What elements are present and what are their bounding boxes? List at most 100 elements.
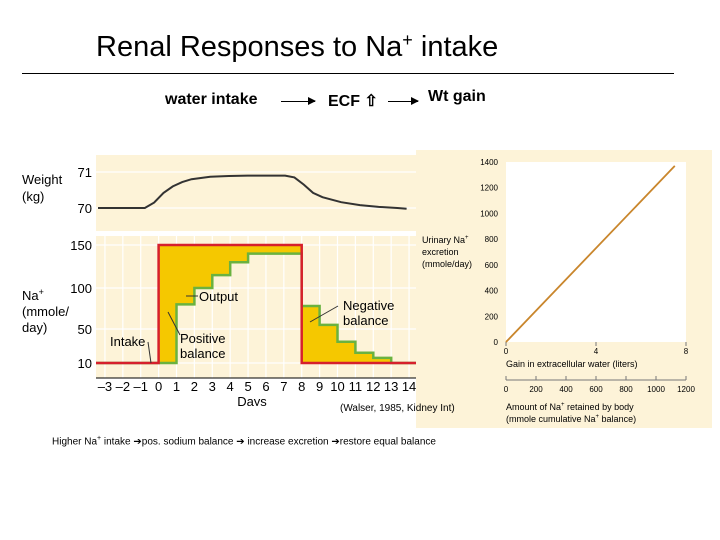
flow-arrow-2 — [388, 97, 419, 105]
sodium-xtick: 9 — [316, 379, 323, 394]
sodium-ylabel-1-sup: + — [39, 287, 44, 297]
title-divider — [22, 73, 674, 74]
sodium-ylabel-1-text: Na — [22, 288, 39, 303]
excretion-ytick: 200 — [485, 312, 499, 321]
sodium-xtick: 11 — [349, 379, 363, 394]
slide-title: Renal Responses to Na+ intake — [96, 30, 498, 64]
sodium-ytick: 150 — [70, 238, 92, 253]
excretion-ytick: 0 — [494, 338, 499, 347]
excretion-x2label-2: (mmole cumulative Na+ balance) — [506, 414, 636, 424]
excretion-x2tick: 1200 — [677, 385, 695, 394]
sodium-xtick: 7 — [280, 379, 287, 394]
sodium-xtick: 4 — [227, 379, 234, 394]
sodium-xtick: 13 — [384, 379, 398, 394]
x2label-2-tail: balance) — [599, 414, 636, 424]
note-part-4: increase excretion — [244, 436, 332, 448]
sodium-xlabel: Days — [237, 394, 267, 406]
right-arrow-icon: ➔ — [133, 436, 142, 448]
sodium-xtick: 8 — [298, 379, 305, 394]
sodium-ytick: 50 — [78, 322, 92, 337]
note-part-5: restore equal balance — [339, 436, 436, 448]
x2label-2-text: (mmole cumulative Na — [506, 414, 596, 424]
excretion-x2label-1: Amount of Na+ retained by body — [506, 402, 634, 412]
annotation-negative-1: Negative — [343, 298, 394, 313]
excretion-ylabel-1-text: Urinary Na — [422, 235, 465, 245]
annotation-positive-2: balance — [180, 346, 226, 361]
sodium-xtick: 2 — [191, 379, 198, 394]
excretion-series-line — [505, 165, 676, 343]
sodium-ytick: 10 — [78, 356, 92, 371]
x2label-1-tail: retained by body — [565, 402, 635, 412]
excretion-ylabel-1-sup: + — [465, 235, 469, 241]
weight-ylabel-2: (kg) — [22, 189, 44, 204]
title-main: Renal Responses to Na — [96, 31, 403, 63]
weight-series-line — [98, 174, 407, 210]
intake-series-line — [96, 243, 418, 365]
weight-panel-bg — [96, 155, 418, 231]
right-arrow-icon: ➔ — [331, 436, 340, 448]
excretion-ytick: 1400 — [480, 158, 498, 167]
sodium-xtick: –2 — [116, 379, 130, 394]
annotation-negative-2: balance — [343, 313, 389, 328]
citation: (Walser, 1985, Kidney Int) — [340, 403, 455, 414]
excretion-x2tick: 1000 — [647, 385, 665, 394]
x2label-1-sup: + — [561, 402, 565, 408]
excretion-xticks: 0 4 8 — [504, 342, 689, 356]
sodium-xtick: –1 — [133, 379, 147, 394]
renal-figure-left: Weight (kg) 71 70 Na+ (mmole/ day) 15010… — [22, 155, 418, 406]
sodium-ylabel-2: (mmole/ — [22, 304, 69, 319]
note-sup: + — [97, 435, 102, 442]
x2label-1-text: Amount of Na — [506, 402, 561, 412]
flow-water-intake: water intake — [165, 91, 258, 108]
sodium-xtick: 0 — [155, 379, 162, 394]
sodium-ylabel-3: day) — [22, 320, 47, 335]
excretion-ytick: 600 — [485, 261, 499, 270]
excretion-x2tick: 800 — [619, 385, 633, 394]
excretion-ytick: 800 — [485, 235, 499, 244]
sodium-xtick: 3 — [209, 379, 216, 394]
sodium-xtick: 6 — [262, 379, 269, 394]
weight-ytick: 71 — [78, 165, 92, 180]
sodium-xtick: 14 — [402, 379, 416, 394]
sodium-xtick: –3 — [98, 379, 112, 394]
note-part-1: Higher Na — [52, 436, 98, 448]
excretion-ytick: 400 — [485, 287, 499, 296]
flow-arrow-1 — [281, 97, 316, 105]
excretion-xtick: 0 — [504, 347, 509, 356]
excretion-ytick: 1000 — [480, 209, 498, 218]
excretion-x2tick: 600 — [589, 385, 603, 394]
excretion-xtick: 8 — [684, 347, 689, 356]
weight-ytick: 70 — [78, 201, 92, 216]
excretion-x2tick: 0 — [504, 385, 509, 394]
excretion-ylabel-3: (mmole/day) — [422, 259, 472, 269]
excretion-x2tick: 200 — [529, 385, 543, 394]
summary-note: Higher Na+ intake ➔pos. sodium balance ➔… — [52, 435, 436, 447]
excretion-x2ticks: 0 200 400 600 800 1000 1200 — [504, 376, 695, 394]
positive-leader — [167, 311, 181, 336]
excretion-xlabel: Gain in extracellular water (liters) — [506, 359, 638, 369]
sodium-xticks: –3 –2 –1 0 1 2 3 4 5 6 7 8 9 10 11 12 13 14 — [98, 379, 417, 394]
note-part-2: intake — [101, 436, 134, 448]
excretion-xtick: 4 — [594, 347, 599, 356]
sodium-xtick: 1 — [173, 379, 180, 394]
annotation-output: Output — [199, 289, 238, 304]
excretion-ylabel-1: Urinary Na+ — [422, 235, 469, 245]
excretion-yticks: 1400 1200 1000 800 600 400 200 0 — [480, 158, 498, 347]
excretion-ytick: 1200 — [480, 184, 498, 193]
excretion-x2tick: 400 — [559, 385, 573, 394]
right-arrow-icon: ➔ — [236, 436, 245, 448]
title-superscript: + — [402, 30, 413, 50]
intake-leader — [147, 341, 152, 364]
sodium-ylabel-1: Na+ — [22, 287, 44, 303]
sodium-xtick: 10 — [330, 379, 344, 394]
flow-ecf: ECF ⇧ — [328, 91, 378, 111]
sodium-ytick: 100 — [70, 281, 92, 296]
note-part-3: pos. sodium balance — [141, 436, 237, 448]
annotation-positive-1: Positive — [180, 331, 226, 346]
sodium-xtick: 5 — [244, 379, 251, 394]
annotation-intake: Intake — [110, 334, 145, 349]
up-arrow-icon: ⇧ — [364, 93, 378, 110]
flow-ecf-label: ECF — [328, 93, 360, 110]
sodium-xtick: 12 — [366, 379, 380, 394]
x2label-2-sup: + — [596, 414, 600, 420]
